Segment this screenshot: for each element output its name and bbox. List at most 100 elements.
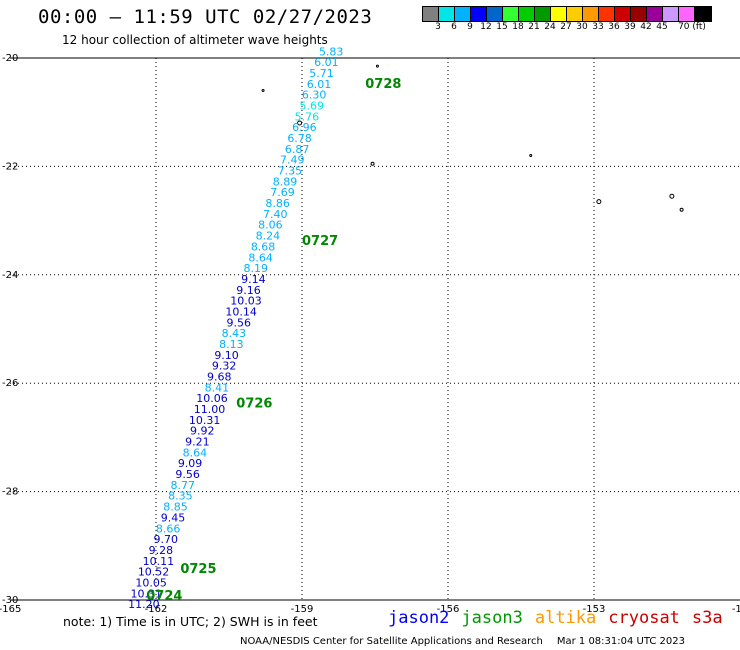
- y-tick-label: -30: [2, 595, 18, 606]
- x-tick-label: -162: [145, 604, 168, 615]
- color-swatch: [535, 7, 551, 21]
- swh-value-label: 8.06: [258, 219, 283, 232]
- swh-value-label: 7.49: [280, 154, 305, 167]
- swh-value-label: 11.20: [128, 598, 160, 611]
- color-swatch: [487, 7, 503, 21]
- color-scale-label: 27: [560, 22, 572, 32]
- legend-item-jason2: jason2: [388, 608, 450, 628]
- island-outline: [529, 154, 533, 158]
- x-tick-label: -15: [732, 604, 740, 615]
- swh-value-label: 8.24: [256, 230, 281, 243]
- legend-item-altika: altika: [534, 608, 597, 628]
- swh-value-label: 10.14: [225, 305, 257, 318]
- legend-item-s3a: s3a: [691, 608, 723, 628]
- color-swatch: [519, 7, 535, 21]
- color-scale-label: 45: [656, 22, 668, 32]
- island-outline: [370, 161, 375, 166]
- chart-title: 00:00 – 11:59 UTC 02/27/2023: [38, 6, 373, 28]
- swh-value-label: 5.71: [309, 67, 334, 80]
- color-scale-label: 18: [512, 22, 524, 32]
- satellite-legend: jason2 jason3 altika cryosat s3a: [388, 608, 735, 628]
- y-tick-label: -26: [2, 378, 18, 389]
- color-scale-label: 9: [467, 22, 473, 32]
- x-tick-label: -153: [583, 604, 606, 615]
- color-swatch: [583, 7, 599, 21]
- color-scale-label: 15: [496, 22, 508, 32]
- island-outline: [596, 199, 602, 205]
- y-tick-label: -20: [2, 53, 18, 64]
- swh-value-label: 10.11: [143, 555, 175, 568]
- swh-value-label: 9.32: [212, 360, 237, 373]
- swh-value-label: 5.83: [319, 45, 344, 58]
- swh-value-label: 9.28: [149, 544, 174, 557]
- swh-value-label: 6.78: [287, 132, 312, 145]
- swh-value-label: 8.68: [251, 240, 276, 253]
- color-swatch: [599, 7, 615, 21]
- swh-value-label: 8.35: [168, 490, 193, 503]
- swh-value-label: 8.86: [265, 197, 290, 210]
- x-tick-label: -159: [291, 604, 314, 615]
- chart-subtitle: 12 hour collection of altimeter wave hei…: [62, 33, 328, 47]
- y-tick-label: -28: [2, 487, 18, 498]
- color-scale-label: 12: [480, 22, 492, 32]
- swh-value-label: 8.41: [205, 381, 230, 394]
- swh-value-label: 9.68: [207, 370, 232, 383]
- swh-value-label: 8.89: [273, 175, 298, 188]
- color-scale-label: 36: [608, 22, 620, 32]
- swh-value-label: 7.35: [278, 165, 303, 178]
- color-scale-label: 21: [528, 22, 540, 32]
- color-swatch: [455, 7, 471, 21]
- color-swatch: [503, 7, 519, 21]
- swh-value-label: 8.66: [156, 522, 181, 535]
- color-scale-label: 24: [544, 22, 556, 32]
- color-swatch: [647, 7, 663, 21]
- island-outline: [375, 64, 379, 68]
- swh-value-label: 6.30: [302, 89, 327, 102]
- swh-value-label: 11.00: [194, 403, 226, 416]
- credit-timestamp: Mar 1 08:31:04 UTC 2023: [556, 636, 685, 647]
- swh-value-label: 6.01: [307, 78, 332, 91]
- color-scale-bar: [422, 6, 712, 22]
- swh-value-label: 5.76: [295, 110, 320, 123]
- color-swatch: [423, 7, 439, 21]
- legend-item-jason3: jason3: [461, 608, 523, 628]
- swh-value-label: 9.14: [241, 273, 266, 286]
- swh-value-label: 9.16: [236, 284, 261, 297]
- swh-value-label: 5.69: [299, 99, 324, 112]
- footnote: note: 1) Time is in UTC; 2) SWH is in fe…: [63, 614, 318, 629]
- y-tick-label: -24: [2, 270, 18, 281]
- y-tick-label: -22: [2, 161, 18, 172]
- swh-value-label: 8.64: [248, 251, 273, 264]
- color-swatch: [551, 7, 567, 21]
- swh-value-label: 9.56: [226, 316, 251, 329]
- island-outline: [679, 207, 684, 212]
- color-swatch: [679, 7, 695, 21]
- swh-value-label: 7.69: [270, 186, 295, 199]
- time-label: 0726: [236, 397, 272, 412]
- swh-value-label: 9.70: [153, 533, 178, 546]
- swh-value-label: 9.45: [161, 511, 186, 524]
- swh-value-label: 9.09: [178, 457, 203, 470]
- color-scale-label: 39: [624, 22, 636, 32]
- swh-value-label: 9.10: [214, 349, 239, 362]
- island-outline: [261, 89, 265, 93]
- swh-value-label: 8.13: [219, 338, 244, 351]
- time-label: 0728: [365, 77, 401, 92]
- color-swatch: [615, 7, 631, 21]
- color-swatch: [439, 7, 455, 21]
- color-scale-label: 70 (ft): [678, 22, 706, 32]
- legend-item-cryosat: cryosat: [608, 608, 680, 628]
- swh-value-label: 10.31: [189, 414, 221, 427]
- color-scale-label: 42: [640, 22, 652, 32]
- color-swatch: [471, 7, 487, 21]
- color-swatch: [631, 7, 647, 21]
- swh-value-label: 10.31: [131, 587, 163, 600]
- swh-value-label: 8.43: [222, 327, 247, 340]
- swh-value-label: 7.40: [263, 208, 288, 221]
- swh-value-label: 8.85: [163, 501, 188, 514]
- swh-value-label: 10.05: [135, 576, 167, 589]
- swh-value-label: 10.52: [138, 566, 170, 579]
- time-label: 0725: [180, 562, 216, 577]
- swh-value-label: 6.87: [285, 143, 310, 156]
